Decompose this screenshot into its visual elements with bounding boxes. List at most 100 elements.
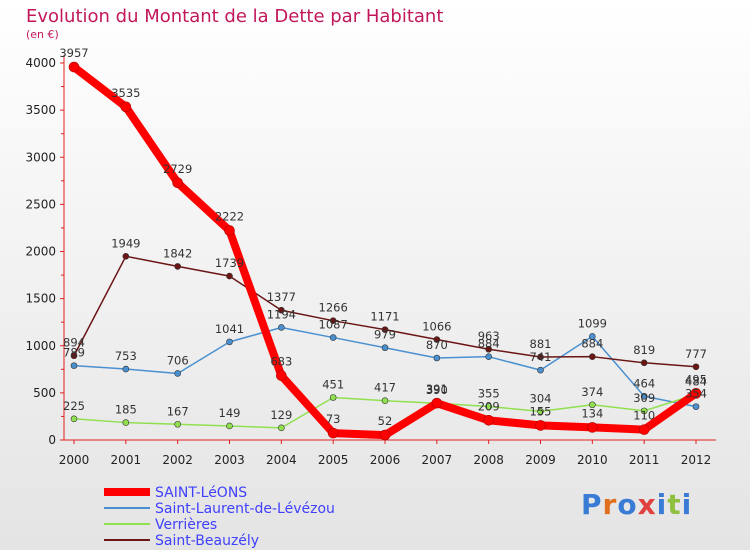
legend-entry: SAINT-LéONS bbox=[155, 485, 247, 501]
data-point bbox=[381, 397, 389, 404]
data-point bbox=[122, 419, 130, 426]
logo-letter: x bbox=[637, 488, 657, 521]
data-point bbox=[276, 370, 287, 381]
y-tick-label: 2500 bbox=[25, 197, 56, 211]
data-label: 129 bbox=[270, 408, 292, 422]
data-point bbox=[174, 420, 181, 428]
y-tick-label: 3500 bbox=[25, 103, 56, 117]
data-label: 3535 bbox=[111, 86, 140, 100]
data-point bbox=[174, 263, 181, 270]
data-label: 683 bbox=[270, 355, 292, 369]
data-label: 155 bbox=[530, 404, 552, 418]
data-point bbox=[381, 344, 389, 352]
data-point bbox=[640, 359, 648, 367]
y-tick-label: 3000 bbox=[25, 150, 56, 164]
data-point bbox=[537, 353, 544, 361]
data-label: 225 bbox=[63, 399, 85, 413]
x-tick-label: 2008 bbox=[473, 453, 504, 467]
data-point bbox=[120, 101, 132, 113]
y-tick-label: 2000 bbox=[25, 245, 56, 259]
data-label: 881 bbox=[530, 337, 552, 351]
data-point bbox=[692, 403, 700, 410]
data-point bbox=[68, 61, 80, 73]
data-point bbox=[278, 306, 285, 314]
x-tick-label: 2004 bbox=[266, 453, 297, 467]
data-label: 884 bbox=[581, 337, 603, 351]
data-point bbox=[379, 429, 391, 441]
data-label: 1266 bbox=[319, 301, 348, 315]
data-label: 110 bbox=[633, 409, 655, 423]
x-tick-label: 2000 bbox=[59, 453, 90, 467]
data-point bbox=[172, 177, 183, 189]
data-label: 753 bbox=[115, 349, 137, 363]
logo-letter: o bbox=[617, 488, 638, 521]
data-label: 3957 bbox=[59, 46, 88, 60]
data-point bbox=[122, 253, 130, 260]
data-point bbox=[535, 420, 546, 431]
data-point bbox=[122, 365, 130, 373]
x-tick-label: 2009 bbox=[525, 453, 556, 467]
data-point bbox=[537, 366, 544, 374]
data-point bbox=[483, 415, 494, 426]
data-labels: 789 753 706 1041 1194 1087 979 870 884 741 1099 464… bbox=[59, 46, 707, 428]
logo-letter: t bbox=[667, 488, 682, 521]
data-label: 390 bbox=[426, 383, 448, 397]
data-point bbox=[690, 388, 702, 399]
data-point bbox=[329, 394, 337, 401]
y-tick-label: 1000 bbox=[25, 339, 56, 353]
x-tick-label: 2010 bbox=[577, 453, 608, 467]
axes: 0 500 1000 1500 2000 2500 3000 3500 4000 2000 2001… bbox=[25, 55, 716, 467]
legend-entry: Saint-Beauzély bbox=[155, 533, 259, 549]
logo-letter: i bbox=[681, 488, 693, 521]
data-label: 149 bbox=[219, 406, 241, 420]
data-label: 354 bbox=[685, 387, 707, 401]
data-point bbox=[381, 326, 389, 333]
data-point bbox=[70, 362, 78, 369]
x-tick-label: 2003 bbox=[214, 453, 245, 467]
chart-title: Evolution du Montant de la Dette par Hab… bbox=[26, 6, 443, 27]
data-point bbox=[70, 352, 78, 360]
data-point bbox=[278, 324, 285, 331]
data-point bbox=[329, 334, 337, 341]
data-point bbox=[640, 407, 648, 415]
data-point bbox=[537, 408, 544, 415]
data-label: 1087 bbox=[319, 318, 348, 332]
legend-entry: Verrières bbox=[155, 517, 217, 533]
data-label: 451 bbox=[322, 377, 344, 391]
legend-entry: Saint-Laurent-de-Lévézou bbox=[155, 501, 335, 517]
data-point bbox=[224, 225, 235, 236]
data-point bbox=[589, 401, 596, 409]
proxiti-logo: Proxiti bbox=[581, 488, 692, 521]
data-label: 979 bbox=[374, 328, 396, 342]
data-point bbox=[692, 363, 700, 371]
data-label: 391 bbox=[426, 382, 448, 396]
data-label: 185 bbox=[115, 403, 137, 417]
data-label: 417 bbox=[374, 381, 396, 395]
data-label: 819 bbox=[633, 343, 655, 357]
data-label: 894 bbox=[63, 336, 85, 350]
y-tick-label: 0 bbox=[48, 433, 56, 447]
data-point bbox=[226, 338, 233, 346]
chart-subtitle: (en €) bbox=[26, 28, 59, 41]
y-tick-label: 4000 bbox=[25, 56, 56, 70]
data-point bbox=[174, 370, 181, 377]
data-label: 1099 bbox=[578, 316, 607, 330]
data-label: 741 bbox=[530, 350, 552, 364]
data-point bbox=[433, 336, 441, 343]
logo-letter: P bbox=[581, 488, 603, 521]
data-label: 1377 bbox=[267, 290, 296, 304]
data-label: 209 bbox=[478, 399, 500, 413]
data-label: 884 bbox=[478, 337, 500, 351]
data-point bbox=[327, 427, 339, 439]
data-point bbox=[433, 354, 441, 362]
data-label: 706 bbox=[167, 353, 189, 367]
data-point bbox=[278, 424, 285, 432]
data-point bbox=[587, 422, 598, 433]
series-layer bbox=[68, 61, 702, 441]
logo-letter: i bbox=[656, 488, 668, 521]
data-point bbox=[589, 333, 596, 340]
x-tick-label: 2007 bbox=[422, 453, 453, 467]
y-tick-label: 500 bbox=[33, 386, 56, 400]
